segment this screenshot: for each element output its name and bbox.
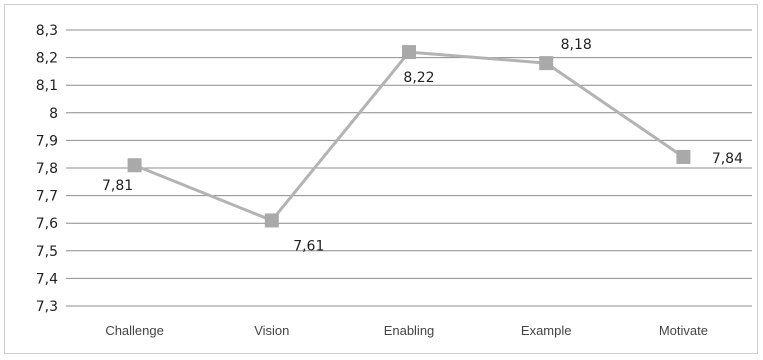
y-tick-label: 7,4 bbox=[36, 271, 58, 287]
y-tick-label: 8 bbox=[49, 106, 58, 122]
x-tick-label: Motivate bbox=[659, 323, 708, 338]
y-tick-label: 7,5 bbox=[36, 244, 58, 260]
y-tick-label: 8,1 bbox=[36, 78, 58, 94]
series-line bbox=[127, 45, 691, 228]
chart-frame bbox=[4, 4, 758, 354]
data-labels: 7,81 7,61 8,22 8,18 7,84 bbox=[102, 37, 743, 254]
y-tick-label: 7,8 bbox=[36, 161, 58, 177]
x-tick-label: Vision bbox=[254, 323, 289, 338]
data-point-marker bbox=[676, 149, 691, 164]
data-point-marker bbox=[539, 56, 554, 71]
data-point-marker bbox=[402, 45, 416, 60]
x-tick-label: Enabling bbox=[384, 323, 435, 338]
x-tick-label: Challenge bbox=[105, 323, 164, 338]
x-tick-label: Example bbox=[521, 323, 572, 338]
y-tick-label: 7,7 bbox=[36, 189, 58, 205]
data-label: 7,81 bbox=[102, 178, 133, 194]
y-tick-label: 7,6 bbox=[36, 216, 58, 232]
data-label: 8,22 bbox=[403, 70, 434, 86]
y-tick-label: 8,2 bbox=[36, 51, 58, 67]
data-label: 8,18 bbox=[561, 37, 592, 53]
y-tick-label: 7,9 bbox=[36, 133, 58, 149]
data-point-marker bbox=[264, 213, 279, 228]
x-axis: Challenge Vision Enabling Example Motivate bbox=[105, 323, 708, 338]
y-tick-label: 8,3 bbox=[36, 23, 58, 39]
y-axis: 7,3 7,4 7,5 7,6 7,7 7,8 7,9 8 8,1 8,2 8,3 bbox=[36, 23, 58, 315]
data-label: 7,84 bbox=[712, 151, 743, 167]
y-tick-label: 7,3 bbox=[36, 299, 58, 315]
data-point-marker bbox=[127, 158, 142, 173]
data-label: 7,61 bbox=[293, 238, 324, 254]
